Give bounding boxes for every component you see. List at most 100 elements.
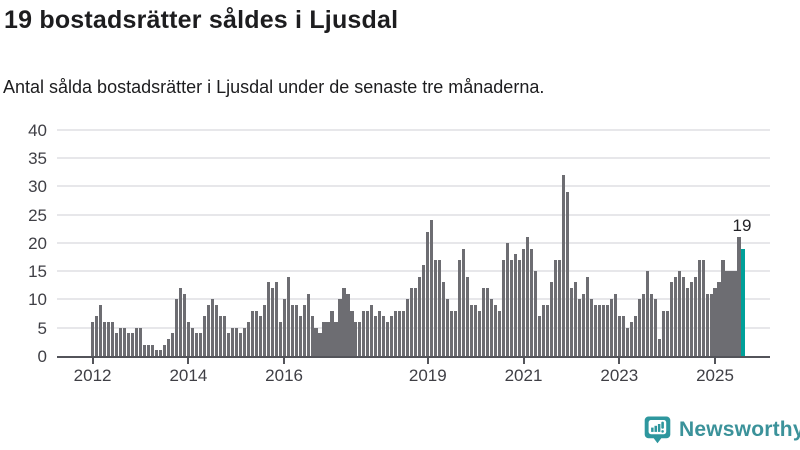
bar: [593, 305, 597, 356]
bar: [134, 327, 139, 356]
bar: [673, 276, 677, 356]
bar: [266, 282, 270, 356]
bar: [262, 305, 266, 356]
bar: [326, 322, 330, 356]
bar: [162, 344, 166, 356]
bar: [454, 310, 458, 356]
gridline: [57, 298, 770, 301]
x-axis-label: 2016: [265, 366, 303, 385]
bar: [306, 293, 310, 356]
bar: [270, 288, 274, 356]
bar: [210, 299, 214, 356]
bar: [486, 288, 490, 356]
x-axis-label: 2014: [169, 366, 208, 385]
bar: [510, 259, 514, 356]
bar: [625, 327, 629, 356]
bar: [218, 316, 222, 356]
bar: [250, 310, 254, 356]
bar: [521, 248, 526, 356]
bar: [697, 259, 701, 356]
bar: [402, 310, 406, 356]
bar: [95, 316, 99, 356]
gridline: [57, 213, 770, 216]
bar: [366, 310, 370, 356]
bar: [158, 350, 162, 356]
bar: [470, 305, 474, 356]
bar: [310, 316, 314, 356]
bar: [290, 305, 294, 356]
gridline: [57, 128, 770, 131]
bar: [713, 288, 717, 356]
bar: [525, 237, 530, 356]
highlight-value-label: 19: [732, 216, 752, 235]
bar: [641, 293, 645, 356]
bar: [126, 333, 131, 356]
bar: [226, 333, 230, 356]
bar: [202, 316, 206, 356]
bar: [146, 344, 151, 356]
bar: [537, 316, 542, 356]
x-axis-label: 2025: [696, 366, 734, 385]
bar: [222, 316, 226, 356]
bar: [737, 237, 741, 356]
bar: [330, 310, 334, 356]
bar: [346, 293, 350, 356]
x-axis-tick: [187, 358, 190, 364]
bar: [617, 316, 621, 356]
bar: [430, 220, 434, 356]
x-axis-tick: [283, 358, 286, 364]
bar: [254, 310, 258, 356]
bar: [573, 282, 577, 356]
bar: [374, 316, 378, 356]
y-axis-label: 40: [28, 120, 47, 140]
bar: [214, 305, 218, 356]
y-axis-label: 30: [28, 177, 47, 197]
bar: [517, 259, 522, 356]
gridline: [57, 156, 770, 159]
bar: [677, 271, 681, 356]
bar: [342, 288, 346, 356]
bar: [282, 299, 286, 356]
newsworthy-bar-chart-bubble-icon: [643, 415, 672, 445]
bar: [557, 259, 561, 356]
bar: [410, 288, 414, 356]
bar: [138, 327, 143, 356]
newsworthy-logo: Newsworthy: [643, 415, 800, 445]
bar: [414, 288, 418, 356]
y-axis-label: 10: [28, 290, 47, 310]
chart-subtitle: Antal sålda bostadsrätter i Ljusdal unde…: [3, 77, 545, 97]
bar: [114, 333, 119, 356]
bar: [717, 282, 721, 356]
bar: [689, 282, 693, 356]
bar: [382, 316, 386, 356]
bar: [186, 322, 190, 356]
bar: [322, 322, 326, 356]
bar: [529, 248, 534, 356]
bar: [462, 248, 466, 356]
bar: [122, 327, 127, 356]
x-axis-tick: [522, 358, 525, 364]
bar: [286, 276, 290, 356]
x-axis-tick: [426, 358, 429, 364]
bar: [721, 259, 725, 356]
x-axis-line: [57, 356, 770, 358]
bar: [394, 310, 398, 356]
bar: [649, 293, 653, 356]
bar: [234, 327, 238, 356]
bar: [194, 333, 198, 356]
bar: [166, 339, 170, 356]
bar: [230, 327, 234, 356]
bar: [585, 276, 589, 356]
bar: [577, 299, 581, 356]
bar: [589, 299, 593, 356]
bar: [438, 259, 442, 356]
bar: [350, 310, 354, 356]
bar: [709, 293, 713, 356]
bar: [729, 271, 733, 356]
bar: [653, 299, 657, 356]
bar: [354, 322, 358, 356]
bar: [442, 282, 446, 356]
bar: [206, 305, 210, 356]
bar: [613, 293, 617, 356]
bar: [398, 310, 402, 356]
